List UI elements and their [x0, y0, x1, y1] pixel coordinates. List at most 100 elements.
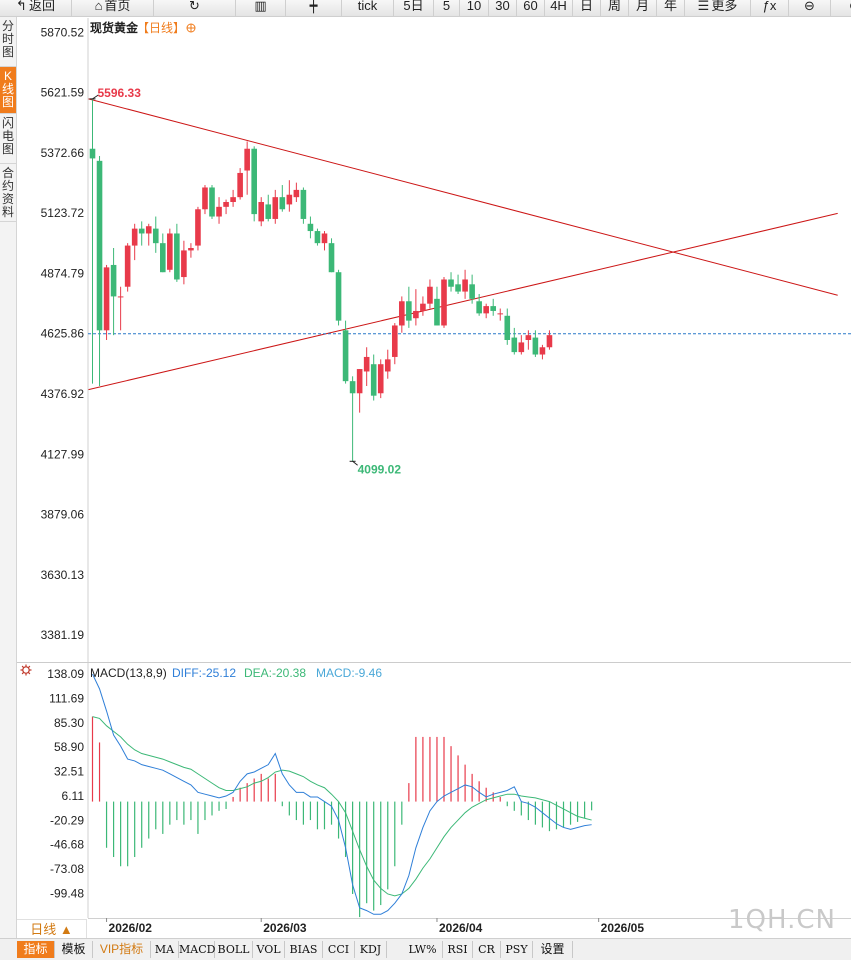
candle-body [103, 267, 110, 331]
indicator-tab[interactable]: 模板 [55, 941, 93, 958]
candle-body [504, 315, 511, 340]
chart-title: 现货黄金 [90, 20, 139, 35]
candle [349, 376, 356, 462]
candle [314, 228, 321, 246]
candle [511, 327, 518, 355]
toolbar-label: 首页 [104, 0, 131, 13]
candle [434, 286, 440, 326]
toolbar-week-button[interactable]: 周 [601, 0, 629, 16]
toolbar-4h-button[interactable]: 4H [545, 0, 573, 16]
toolbar-label: 日 [579, 0, 593, 13]
toolbar-30-button[interactable]: 30 [489, 0, 517, 16]
toolbar-label: 5日 [403, 0, 424, 13]
candle-body [511, 337, 518, 353]
candle-body [391, 325, 398, 357]
toolbar-home-button[interactable]: ⌂ 首页 [72, 0, 154, 16]
toolbar-day-button[interactable]: 日 [573, 0, 601, 16]
candle-body [525, 335, 532, 340]
toolbar-5day-button[interactable]: 5日 [394, 0, 434, 16]
candle-body [230, 197, 236, 202]
candle [160, 233, 166, 273]
candle [321, 231, 328, 251]
candle [483, 303, 489, 319]
candle-body [152, 228, 159, 244]
indicator-tab[interactable]: KDJ [355, 941, 387, 958]
candle-body [293, 189, 300, 198]
candle-body [124, 245, 131, 287]
kline-y-tick-label: 3630.13 [41, 568, 85, 582]
indicator-tab[interactable]: BOLL [215, 941, 253, 958]
macd-label: MACD(13,8,9) [90, 666, 167, 680]
toolbar-back-button[interactable]: ↰ 返回 [0, 0, 72, 16]
candle [293, 182, 300, 202]
indicator-tab[interactable]: CCI [323, 941, 355, 958]
candle-body [490, 306, 497, 311]
toolbar-month-button[interactable]: 月 [629, 0, 657, 16]
indicator-tab[interactable]: CR [473, 941, 501, 958]
gear-tooth [28, 665, 31, 668]
candle-body [434, 298, 440, 326]
indicator-tab[interactable]: 指标 [17, 941, 55, 958]
candle [413, 289, 419, 326]
indicator-tab[interactable]: LW% [403, 941, 443, 958]
toolbar-refresh-button[interactable]: ↻ [154, 0, 236, 16]
candle [286, 180, 293, 212]
toolbar-zoom-out-button[interactable]: ⊖ [789, 0, 831, 16]
toolbar-fx-button[interactable]: ƒx [751, 0, 789, 16]
candle-body [202, 187, 208, 210]
candle-body [258, 202, 265, 222]
indicator-tab[interactable]: RSI [443, 941, 473, 958]
dea-line [92, 716, 592, 897]
x-tick-label: 2026/03 [263, 921, 307, 935]
toolbar-year-button[interactable]: 年 [657, 0, 685, 16]
macd-y-tick-label: -46.68 [50, 838, 84, 852]
toolbar-zoom-in-button[interactable]: ⊕ [831, 0, 851, 16]
toolbar-more-button[interactable]: ☰ 更多 [685, 0, 751, 16]
candle [202, 185, 208, 215]
sidebar-item-timeshare[interactable]: 分时图 [0, 17, 16, 67]
candle-body [406, 301, 412, 321]
indicator-tab[interactable]: BIAS [285, 941, 323, 958]
toolbar-60-button[interactable]: 60 [517, 0, 545, 16]
indicator-tab[interactable]: 设置 [533, 941, 573, 958]
candle-body [349, 381, 356, 394]
toolbar-5-button[interactable]: 5 [434, 0, 460, 16]
indicator-tab[interactable]: VIP指标 [93, 941, 151, 958]
period-label: 【日线】 [137, 21, 185, 35]
indicator-tab[interactable]: MA [151, 941, 179, 958]
candle [117, 286, 124, 331]
indicator-tab[interactable]: VOL [253, 941, 285, 958]
candle [448, 272, 454, 292]
candle [307, 216, 314, 239]
toolbar-candle-button[interactable]: ┿ [286, 0, 342, 16]
candle-body [195, 209, 201, 246]
arrow-left-icon: ↰ [16, 0, 27, 13]
toolbar-tick-button[interactable]: tick [342, 0, 394, 16]
kline-y-tick-label: 3381.19 [41, 628, 85, 642]
toolbar-label: 月 [635, 0, 649, 13]
sidebar-item-flash[interactable]: 闪电图 [0, 114, 16, 164]
macd-diff-value: DIFF:-25.12 [172, 666, 236, 680]
candle-body [96, 160, 103, 331]
sidebar-item-kline[interactable]: K线图 [0, 67, 16, 114]
kline-chart[interactable]: 5870.52 5621.59 5372.66 5123.72 4874.79 4625.… [0, 0, 851, 938]
indicator-tab[interactable]: PSY [501, 941, 533, 958]
kline-y-tick-label: 4625.86 [41, 327, 85, 341]
candle [96, 156, 103, 386]
sidebar-item-contract[interactable]: 合约资料 [0, 164, 16, 222]
period-selector-button[interactable]: 日线 ▲ [17, 919, 87, 938]
candle-body [188, 248, 194, 251]
candle-body [167, 233, 173, 270]
toolbar-10-button[interactable]: 10 [460, 0, 489, 16]
candle-body [427, 286, 433, 304]
candle-body [377, 364, 384, 394]
candle-body [455, 284, 461, 292]
refresh-icon: ↻ [189, 0, 200, 13]
candle-body [244, 148, 250, 171]
toolbar-bar-chart-button[interactable]: ▥ [236, 0, 286, 16]
candle-body [448, 279, 454, 287]
indicator-tab[interactable]: MACD [179, 941, 216, 958]
candle [265, 194, 272, 222]
toolbar-label: 更多 [711, 0, 738, 13]
